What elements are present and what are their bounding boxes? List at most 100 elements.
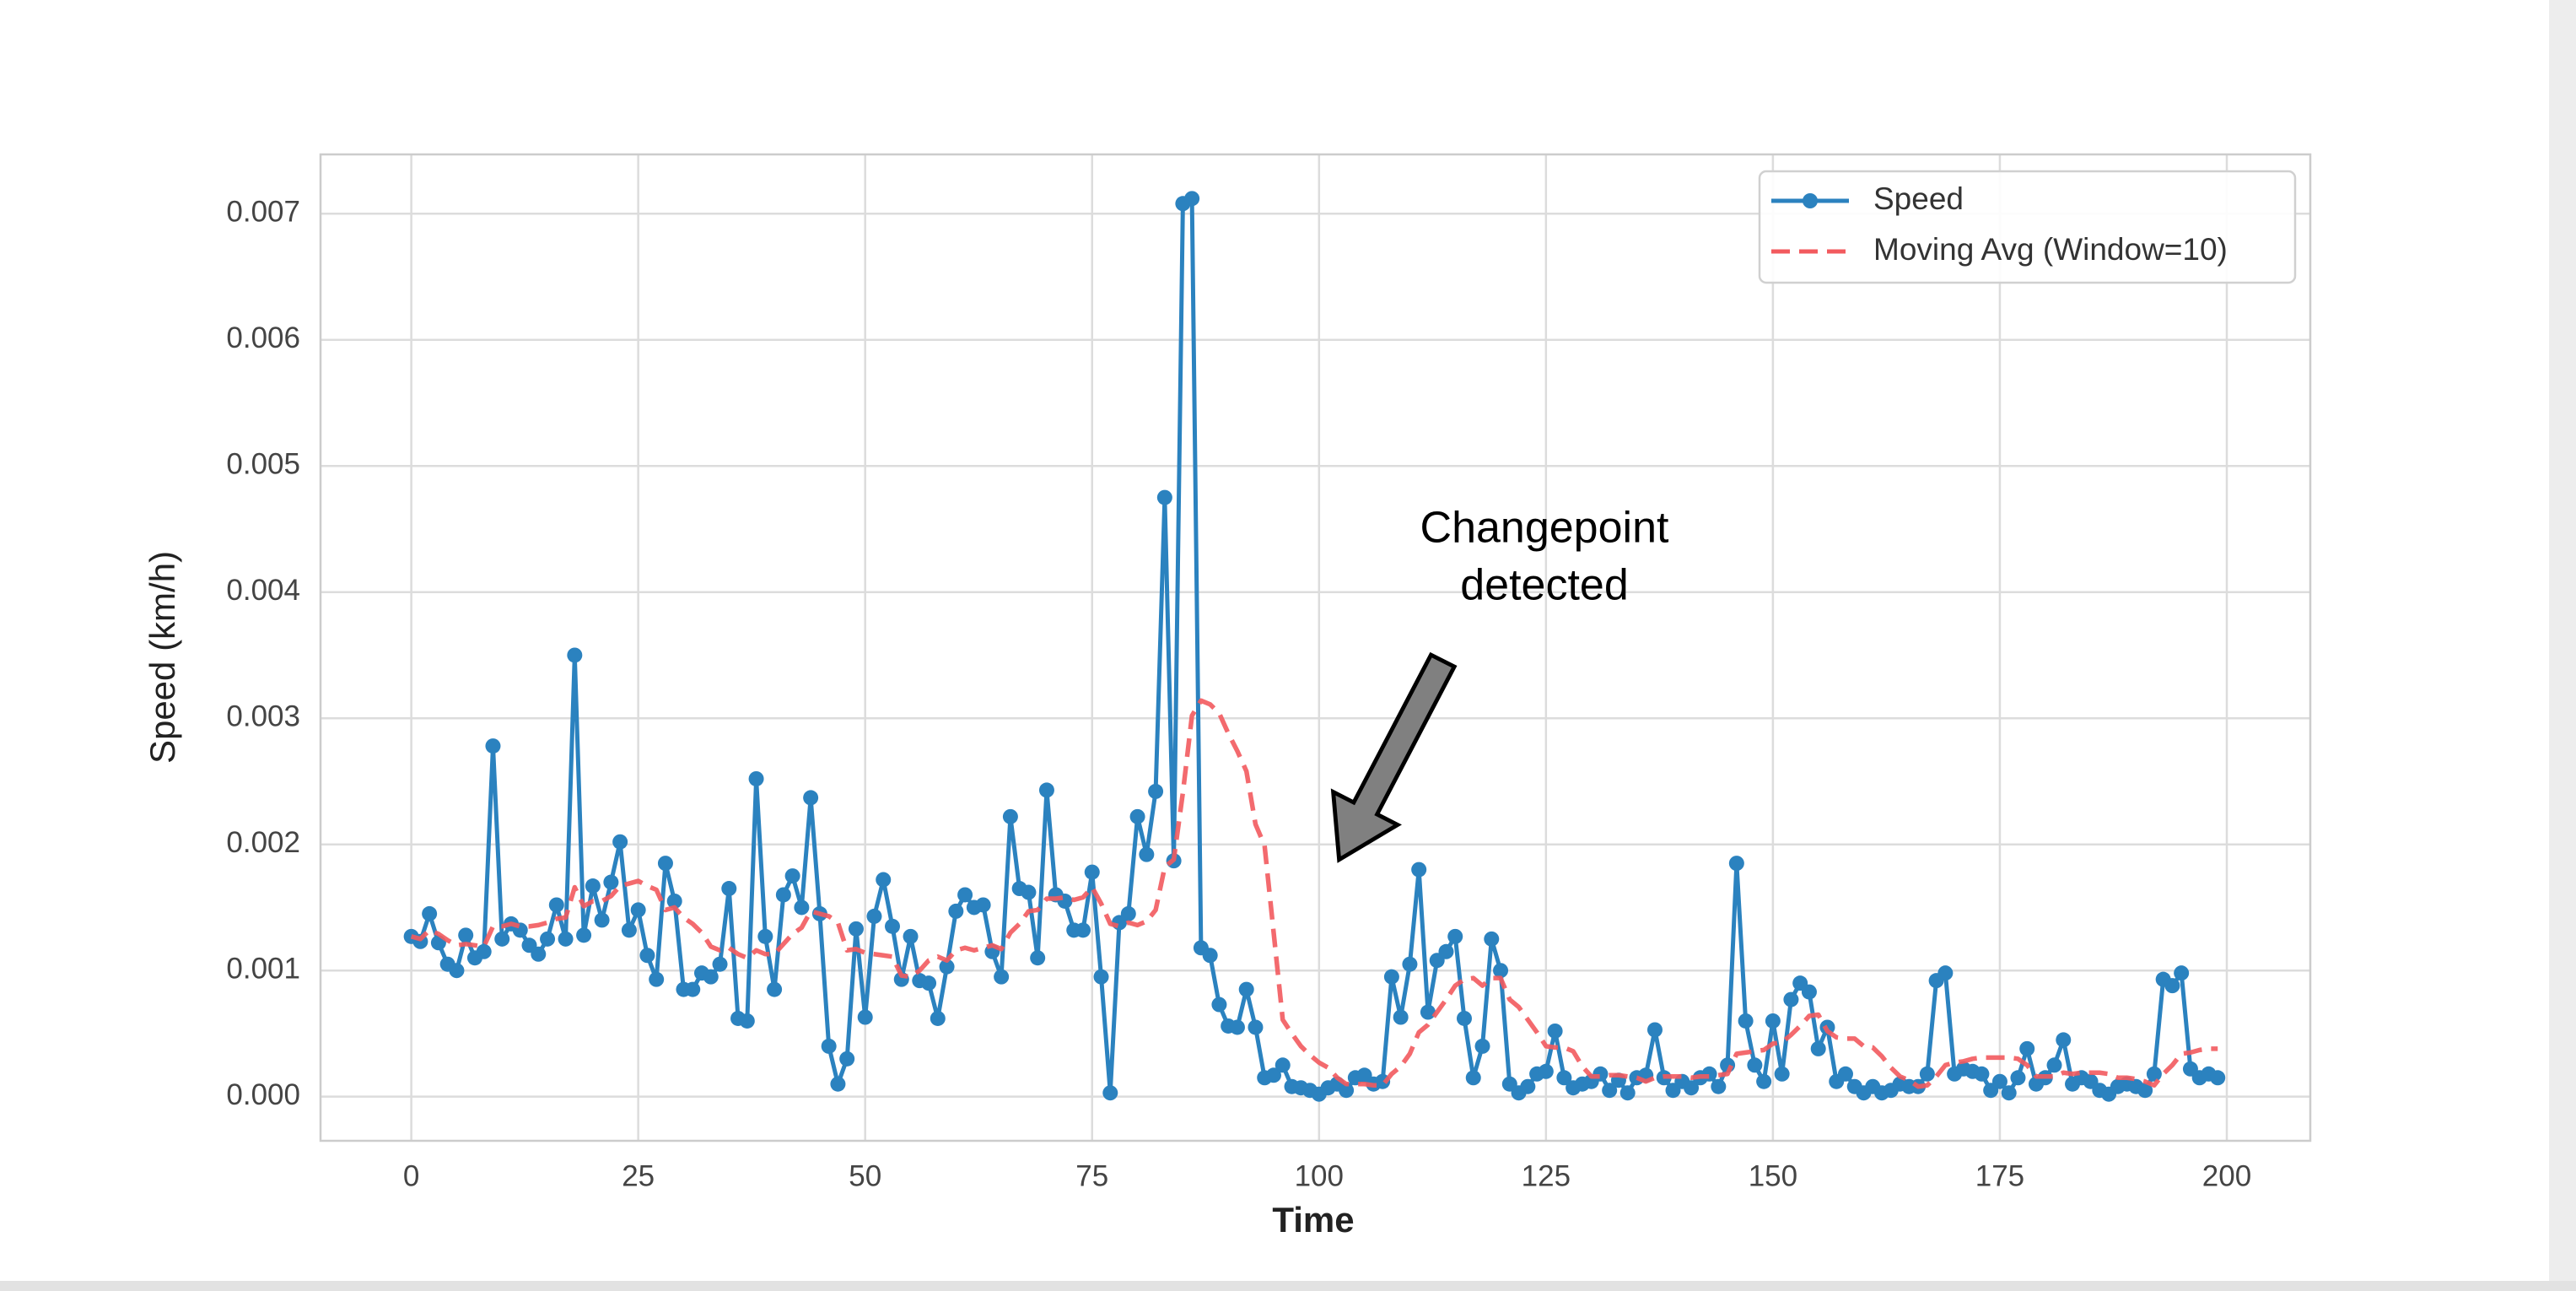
series-marker (1102, 1085, 1118, 1101)
annotation-text: detected (1460, 561, 1629, 610)
series-marker (531, 946, 547, 962)
series-marker (1556, 1070, 1572, 1086)
series-marker (703, 969, 719, 985)
series-marker (975, 897, 991, 913)
series-marker (1438, 943, 1454, 959)
series-marker (1184, 191, 1200, 207)
series-marker (803, 790, 819, 806)
series-marker (848, 921, 864, 937)
annotation-arrow (1330, 651, 1458, 863)
series-marker (485, 738, 501, 754)
series-marker (1484, 931, 1500, 947)
legend-marker (1803, 193, 1818, 208)
series-marker (458, 927, 474, 943)
series-marker (422, 905, 438, 921)
series-marker (1420, 1004, 1436, 1020)
series-marker (1038, 782, 1054, 798)
series-marker (721, 881, 737, 897)
legend-label: Speed (1873, 181, 1964, 216)
series-marker (649, 971, 665, 987)
series-marker (2056, 1032, 2072, 1048)
y-tick-label: 0.001 (226, 952, 300, 985)
x-tick-label: 175 (1975, 1159, 2024, 1192)
annotation-text: Changepoint (1420, 504, 1669, 553)
x-tick-label: 125 (1522, 1159, 1571, 1192)
series-marker (1520, 1078, 1536, 1094)
series-marker (957, 887, 973, 903)
series (410, 698, 2218, 1089)
series-line (410, 698, 2218, 1089)
series-marker (1711, 1078, 1727, 1094)
y-tick-label: 0.007 (226, 196, 300, 229)
arrow (1330, 651, 1458, 863)
series-marker (1684, 1080, 1700, 1096)
x-tick-label: 25 (622, 1159, 655, 1192)
y-tick-label: 0.006 (226, 321, 300, 354)
series-marker (876, 872, 892, 888)
series-marker (1084, 864, 1100, 880)
series-marker (2164, 978, 2180, 994)
series-marker (685, 981, 701, 997)
series-marker (1619, 1085, 1636, 1101)
series-marker (1275, 1057, 1291, 1073)
series-marker (494, 931, 510, 947)
x-axis-label: Time (1272, 1200, 1354, 1240)
series-marker (784, 868, 800, 884)
series-marker (1465, 1070, 1481, 1086)
series-marker (1339, 1083, 1355, 1099)
series-marker (994, 969, 1010, 985)
series-marker (1602, 1083, 1618, 1099)
series-marker (1646, 1022, 1663, 1038)
series-marker (930, 1010, 946, 1026)
series-marker (1248, 1019, 1264, 1035)
series-marker (1411, 862, 1427, 878)
series-marker (1202, 948, 1218, 964)
series-marker (1801, 984, 1817, 1000)
series-marker (1238, 981, 1254, 997)
series-marker (2046, 1057, 2062, 1073)
series-marker (1474, 1038, 1490, 1054)
series-marker (1919, 1066, 1935, 1082)
series-marker (1129, 808, 1145, 824)
series-marker (748, 770, 764, 786)
series-marker (1447, 928, 1463, 944)
series-marker (1547, 1023, 1563, 1039)
series-marker (1765, 1013, 1781, 1029)
window-edge (0, 1281, 2576, 1291)
x-tick-label: 100 (1295, 1159, 1344, 1192)
series-marker (775, 887, 791, 903)
series-marker (585, 878, 601, 894)
series-marker (1021, 884, 1037, 900)
series-marker (1783, 991, 1799, 1007)
series-marker (1974, 1066, 1990, 1082)
series-marker (948, 903, 964, 919)
series-marker (821, 1038, 837, 1054)
series-marker (2146, 1066, 2162, 1082)
series-marker (1002, 808, 1018, 824)
series-marker (567, 647, 583, 663)
series-marker (1774, 1066, 1790, 1082)
plot (403, 191, 2226, 1102)
series-marker (1493, 963, 1509, 979)
x-tick-label: 0 (403, 1159, 419, 1192)
series-marker (1810, 1040, 1826, 1056)
series-marker (1728, 856, 1744, 872)
series-marker (1592, 1066, 1609, 1082)
y-tick-label: 0.000 (226, 1078, 300, 1111)
series-marker (2174, 965, 2190, 981)
series-marker (476, 943, 492, 959)
series-marker (612, 834, 628, 850)
series-marker (1383, 969, 1399, 985)
series-marker (1756, 1073, 1772, 1089)
series-marker (1139, 846, 1155, 862)
series-marker (1738, 1013, 1754, 1029)
series-marker (2210, 1070, 2226, 1086)
series-marker (449, 963, 465, 979)
series-marker (2137, 1083, 2153, 1099)
series-marker (1701, 1066, 1717, 1082)
series-marker (548, 897, 564, 913)
series-marker (2010, 1070, 2026, 1086)
series-marker (1265, 1067, 1281, 1083)
series-marker (830, 1076, 846, 1092)
